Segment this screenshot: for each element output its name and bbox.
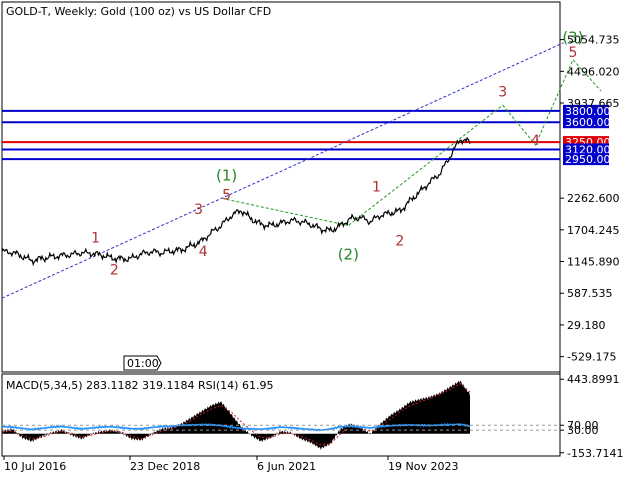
wave-label-red: 3 <box>498 85 507 101</box>
chart-title: GOLD-T, Weekly: Gold (100 oz) vs US Doll… <box>6 5 271 18</box>
macd-signal-line <box>1 382 471 446</box>
level-tag-label: 3600.000 <box>565 116 618 129</box>
time-tick-label: 10 Jul 2016 <box>4 460 66 473</box>
projection-path <box>226 58 602 227</box>
macd-histogram <box>2 380 470 450</box>
wave-label-red: 2 <box>110 262 119 278</box>
trend-channel <box>1 42 564 299</box>
level-tag-label: 2950.000 <box>565 153 618 166</box>
wave-label-red: 4 <box>199 244 208 260</box>
wave-label-red: 1 <box>91 231 100 247</box>
price-tick-label: 2262.600 <box>567 192 620 205</box>
level-tag <box>563 153 609 166</box>
price-axis: 5054.735 4496.020 3937.665 2262.600 1704.245… <box>560 34 620 364</box>
price-series-line <box>1 136 471 267</box>
price-tick-label: 4496.020 <box>567 65 620 78</box>
price-tick-label: 1145.890 <box>567 256 620 269</box>
price-line <box>1 136 471 267</box>
time-axis: 10 Jul 2016 23 Dec 2018 6 Jun 2021 19 Nov 2… <box>3 456 458 473</box>
level-tag-label: 3800.000 <box>565 105 618 118</box>
session-label-text: 01:00 <box>127 357 159 370</box>
indicator-tick-label: -153.7141 <box>567 447 623 460</box>
price-tick-label: -529.175 <box>567 351 616 364</box>
wave-label-red: 3 <box>194 202 203 218</box>
wave-label-green: (1) <box>216 167 237 185</box>
price-tick-label: 1704.245 <box>567 224 620 237</box>
indicator-panel <box>1 380 560 450</box>
time-tick-label: 23 Dec 2018 <box>130 460 200 473</box>
time-tick-label: 19 Nov 2023 <box>388 460 458 473</box>
level-tag <box>563 116 609 129</box>
wave-label-red: 1 <box>372 179 381 195</box>
price-tick-label: 5054.735 <box>567 34 620 47</box>
indicator-tick-label: 443.8991 <box>567 373 620 386</box>
session-label: 01:00 <box>123 355 162 371</box>
time-tick-label: 6 Jun 2021 <box>257 460 316 473</box>
channel-line <box>1 42 564 299</box>
level-tag <box>563 104 609 117</box>
price-tick-label: 587.535 <box>567 287 613 300</box>
price-tick-label: 3937.665 <box>567 97 620 110</box>
wave-label-red: 5 <box>568 45 577 61</box>
wave-label-green: (3) <box>562 29 583 47</box>
wave-label-red: 5 <box>222 187 231 203</box>
indicator-tick-label: 70.00 <box>567 419 599 432</box>
wave-projection <box>226 58 602 227</box>
indicator-tick-label: 30.00 <box>567 424 599 437</box>
wave-label-green: (2) <box>338 246 359 264</box>
main-panel-border <box>1 1 561 373</box>
wave-label-red: 2 <box>395 233 404 249</box>
price-tick-label: 29.180 <box>567 319 606 332</box>
wave-label-red: 4 <box>531 133 540 149</box>
chart-frame <box>1 1 561 457</box>
indicator-title: MACD(5,34,5) 283.1182 319.1184 RSI(14) 6… <box>6 379 273 392</box>
level-tag <box>563 143 609 156</box>
